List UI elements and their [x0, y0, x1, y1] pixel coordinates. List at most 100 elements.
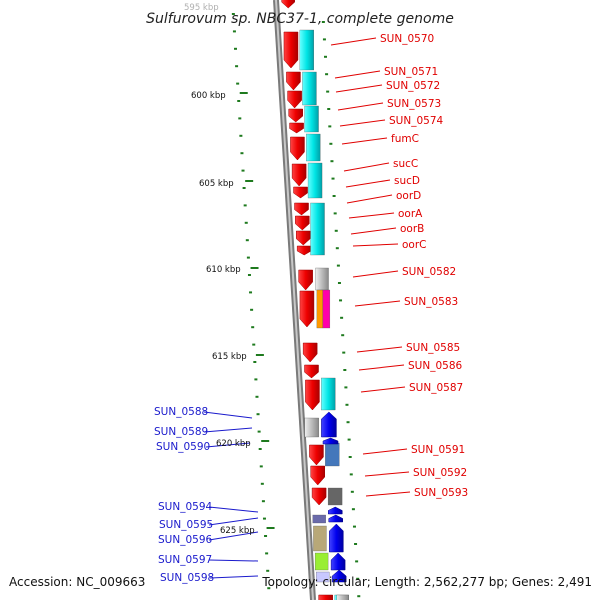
scale-label: 595 kbp	[184, 3, 219, 13]
gene-label[interactable]: sucC	[393, 158, 418, 170]
forward-gene-arrow[interactable]	[295, 230, 311, 246]
reverse-gene-arrow[interactable]	[328, 514, 344, 523]
cog-box[interactable]	[304, 105, 319, 133]
scale-label: 610 kbp	[206, 265, 241, 275]
gene-label[interactable]: SUN_0585	[406, 342, 460, 354]
gene-label[interactable]: SUN_0590	[156, 441, 210, 453]
cog-box[interactable]	[312, 514, 326, 524]
accession-text: Accession: NC_009663	[9, 575, 145, 589]
cog-box[interactable]	[321, 377, 336, 411]
cog-box[interactable]	[325, 442, 340, 467]
gene-label[interactable]: SUN_0588	[154, 406, 208, 418]
scale-labels: 595 kbp 600 kbp 605 kbp 610 kbp 615 kbp …	[184, 3, 255, 536]
reverse-gene-labels: SUN_0588 SUN_0589 SUN_0590 SUN_0594 SUN_…	[154, 406, 214, 584]
forward-gene-arrow[interactable]	[295, 215, 310, 231]
cog-box[interactable]	[315, 267, 329, 291]
forward-gene-arrow[interactable]	[311, 487, 327, 506]
gene-label[interactable]: SUN_0593	[414, 487, 468, 499]
gene-label[interactable]: SUN_0598	[160, 572, 214, 584]
forward-gene-arrow[interactable]	[293, 186, 308, 199]
forward-gene-arrow[interactable]	[298, 269, 313, 291]
gene-label[interactable]: SUN_0589	[154, 426, 208, 438]
forward-gene-arrow[interactable]	[291, 163, 307, 187]
leader-line	[354, 300, 401, 307]
forward-gene-arrow[interactable]	[304, 364, 319, 379]
cog-box[interactable]	[302, 71, 317, 106]
gene-label[interactable]: SUN_0571	[384, 66, 438, 78]
gene-label[interactable]: SUN_0591	[411, 444, 465, 456]
gene-label[interactable]: SUN_0597	[158, 554, 212, 566]
gene-label[interactable]: SUN_0595	[159, 519, 213, 531]
gene-label[interactable]: SUN_0583	[404, 296, 458, 308]
gene-label[interactable]: oorB	[400, 223, 424, 235]
cog-box[interactable]	[314, 552, 329, 571]
gene-label[interactable]: oorC	[402, 239, 427, 251]
leader-line	[360, 386, 406, 393]
cog-box[interactable]	[310, 202, 325, 256]
leader-line	[364, 471, 410, 477]
gene-label[interactable]: SUN_0587	[409, 382, 463, 394]
leader-line	[203, 427, 253, 433]
forward-gene-arrow[interactable]	[299, 290, 315, 328]
gene-label[interactable]: SUN_0594	[158, 501, 212, 513]
scale-label: 605 kbp	[199, 179, 234, 189]
gene-label[interactable]: SUN_0586	[408, 360, 462, 372]
cog-box[interactable]	[304, 417, 319, 438]
gene-label[interactable]: SUN_0582	[402, 266, 456, 278]
gene-label[interactable]: sucD	[394, 175, 420, 187]
leader-line	[203, 411, 253, 419]
scale-label: 625 kbp	[220, 526, 255, 536]
scale-label: 620 kbp	[216, 439, 251, 449]
cog-box[interactable]	[336, 594, 349, 600]
reverse-gene-arrow[interactable]	[321, 411, 337, 438]
forward-gene-arrow[interactable]	[290, 136, 305, 161]
gene-label[interactable]: SUN_0592	[413, 467, 467, 479]
forward-gene-arrow[interactable]	[281, 0, 295, 9]
cog-box[interactable]	[316, 289, 324, 329]
leader-line	[350, 227, 397, 235]
forward-gene-arrow[interactable]	[305, 379, 320, 411]
forward-gene-arrow[interactable]	[287, 90, 302, 109]
forward-gene-arrow[interactable]	[318, 594, 333, 600]
cog-box[interactable]	[313, 525, 327, 552]
gene-label[interactable]: SUN_0572	[386, 80, 440, 92]
cog-box[interactable]	[299, 29, 315, 71]
leader-line	[334, 70, 381, 79]
forward-gene-arrow[interactable]	[294, 202, 309, 216]
reverse-gene-arrow[interactable]	[329, 523, 344, 553]
gene-label[interactable]: SUN_0573	[387, 98, 441, 110]
reverse-gene-arrow[interactable]	[322, 437, 339, 445]
leader-line	[208, 517, 259, 526]
gene-label[interactable]: SUN_0596	[158, 534, 212, 546]
gene-label[interactable]: fumC	[391, 133, 419, 145]
forward-gene-arrow[interactable]	[283, 31, 299, 69]
forward-gene-arrow[interactable]	[296, 245, 312, 256]
cog-box[interactable]	[327, 487, 343, 506]
cog-box[interactable]	[307, 162, 323, 199]
reverse-gene-arrow[interactable]	[328, 506, 343, 515]
forward-gene-arrow[interactable]	[302, 342, 318, 363]
forward-gene-arrow[interactable]	[289, 122, 304, 134]
reverse-gene-arrow[interactable]	[331, 569, 347, 583]
leader-line	[337, 102, 384, 111]
forward-gene-arrow[interactable]	[288, 108, 303, 123]
leader-line	[335, 84, 383, 93]
reverse-gene-arrow[interactable]	[330, 552, 346, 571]
cog-box[interactable]	[306, 133, 321, 162]
forward-gene-arrow[interactable]	[309, 444, 324, 466]
gene-label[interactable]: oorD	[396, 190, 421, 202]
label-leader-lines	[203, 37, 411, 579]
forward-gene-arrow[interactable]	[310, 465, 325, 486]
leader-line	[348, 212, 395, 219]
forward-gene-arrow[interactable]	[286, 71, 301, 91]
cog-box[interactable]	[316, 571, 330, 583]
cog-box[interactable]	[322, 289, 331, 329]
gene-label[interactable]: SUN_0570	[380, 33, 434, 45]
leader-line	[205, 442, 251, 448]
leader-line	[339, 119, 386, 127]
gene-label[interactable]: SUN_0574	[389, 115, 443, 127]
leader-line	[352, 270, 399, 278]
gene-label[interactable]: oorA	[398, 208, 423, 220]
